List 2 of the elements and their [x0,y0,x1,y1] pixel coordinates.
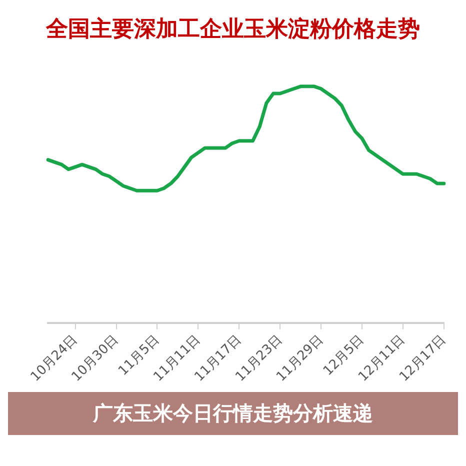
chart-title: 全国主要深加工企业玉米淀粉价格走势 [44,16,421,44]
text: 广东玉米今日行情走势分析速递 [8,392,458,435]
